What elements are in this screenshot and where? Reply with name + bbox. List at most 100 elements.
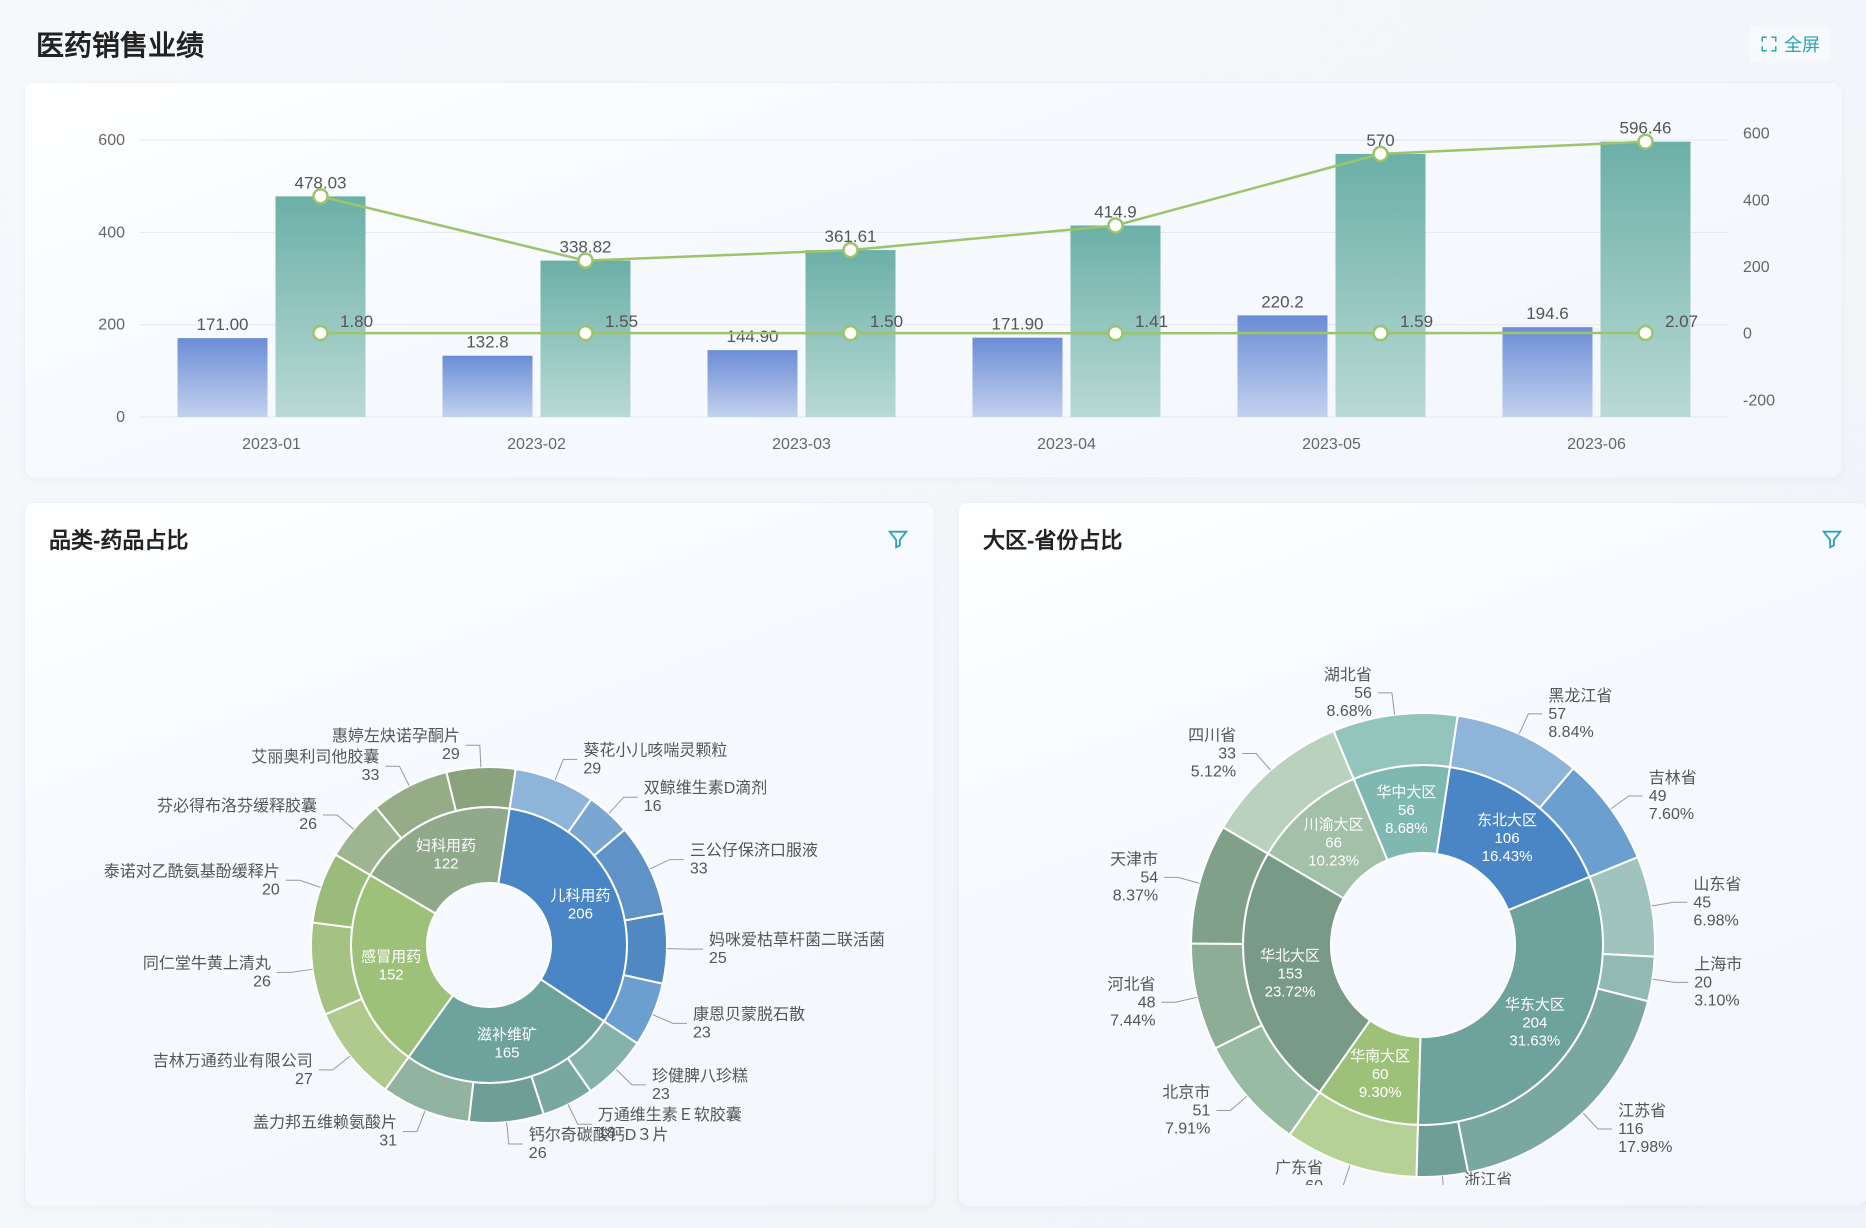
svg-text:26: 26 [253, 973, 271, 990]
svg-text:北京市: 北京市 [1162, 1084, 1210, 1102]
svg-text:220.2: 220.2 [1261, 292, 1304, 311]
svg-text:同仁堂牛黄上清丸: 同仁堂牛黄上清丸 [143, 954, 271, 972]
svg-text:132.8: 132.8 [466, 333, 509, 352]
category-donut-chart: 儿科用药206滋补维矿165感冒用药152妇科用药122葵花小儿咳喘灵颗粒29双… [49, 565, 909, 1165]
svg-text:48: 48 [1138, 994, 1156, 1011]
filter-icon[interactable] [1821, 528, 1843, 550]
svg-text:妇科用药: 妇科用药 [416, 838, 476, 855]
svg-text:1.55: 1.55 [605, 312, 638, 331]
svg-text:2023-04: 2023-04 [1037, 436, 1096, 453]
svg-text:万通维生素Ｅ软胶囊: 万通维生素Ｅ软胶囊 [598, 1106, 742, 1124]
svg-text:51: 51 [1193, 1103, 1211, 1120]
svg-text:49: 49 [1649, 788, 1667, 805]
svg-text:27: 27 [295, 1071, 313, 1088]
svg-text:双鲸维生素D滴剂: 双鲸维生素D滴剂 [644, 779, 768, 797]
svg-text:1.80: 1.80 [340, 312, 373, 331]
svg-text:33: 33 [1218, 746, 1236, 763]
svg-text:8.84%: 8.84% [1548, 724, 1593, 741]
svg-text:29: 29 [442, 746, 460, 763]
svg-text:56: 56 [1354, 685, 1372, 702]
svg-text:0: 0 [116, 409, 125, 426]
svg-text:天津市: 天津市 [1110, 850, 1158, 868]
svg-text:122: 122 [434, 856, 459, 873]
svg-text:171.90: 171.90 [992, 315, 1044, 334]
svg-text:57: 57 [1548, 706, 1566, 723]
svg-text:23: 23 [693, 1024, 711, 1041]
svg-text:26: 26 [299, 816, 317, 833]
svg-text:16: 16 [644, 798, 662, 815]
svg-text:河北省: 河北省 [1108, 975, 1156, 993]
region-donut-card: 大区-省份占比 东北大区10616.43%华东大区20431.63%华南大区60… [958, 502, 1866, 1206]
svg-text:60: 60 [1305, 1178, 1323, 1185]
svg-text:东北大区: 东北大区 [1477, 812, 1537, 829]
svg-text:7.44%: 7.44% [1110, 1012, 1155, 1029]
svg-text:珍健脾八珍糕: 珍健脾八珍糕 [652, 1067, 748, 1085]
svg-text:165: 165 [495, 1044, 520, 1061]
svg-text:2023-03: 2023-03 [772, 436, 831, 453]
svg-text:0: 0 [1743, 326, 1752, 343]
svg-text:116: 116 [1618, 1121, 1644, 1138]
svg-text:171.00: 171.00 [197, 315, 249, 334]
svg-text:2023-01: 2023-01 [242, 436, 301, 453]
svg-text:1.59: 1.59 [1400, 312, 1433, 331]
svg-text:144.90: 144.90 [727, 327, 779, 346]
svg-text:20: 20 [1694, 974, 1712, 991]
svg-text:206: 206 [568, 905, 593, 922]
svg-text:上海市: 上海市 [1694, 955, 1742, 973]
page-title: 医药销售业绩 [36, 24, 204, 64]
svg-text:26: 26 [529, 1145, 547, 1162]
svg-text:400: 400 [1743, 192, 1770, 209]
svg-text:200: 200 [98, 317, 125, 334]
fullscreen-button[interactable]: 全屏 [1750, 25, 1830, 63]
svg-text:感冒用药: 感冒用药 [361, 949, 421, 966]
svg-text:5.12%: 5.12% [1191, 764, 1236, 781]
svg-text:54: 54 [1140, 869, 1158, 886]
svg-text:33: 33 [690, 861, 708, 878]
svg-text:三公仔保济口服液: 三公仔保济口服液 [690, 842, 818, 860]
svg-text:华中大区: 华中大区 [1376, 784, 1436, 801]
svg-text:31.63%: 31.63% [1509, 1032, 1560, 1049]
region-donut-chart: 东北大区10616.43%华东大区20431.63%华南大区609.30%华北大… [983, 565, 1843, 1185]
svg-text:1.50: 1.50 [870, 312, 903, 331]
svg-text:江苏省: 江苏省 [1618, 1102, 1666, 1120]
svg-text:29: 29 [583, 760, 601, 777]
svg-text:20: 20 [262, 881, 280, 898]
svg-text:66: 66 [1325, 834, 1342, 851]
svg-text:153: 153 [1278, 966, 1303, 983]
fullscreen-label: 全屏 [1784, 31, 1820, 57]
svg-text:葵花小儿咳喘灵颗粒: 葵花小儿咳喘灵颗粒 [583, 741, 727, 759]
svg-text:600: 600 [98, 132, 125, 149]
svg-text:106: 106 [1495, 830, 1520, 847]
svg-text:1.41: 1.41 [1135, 312, 1168, 331]
svg-text:2.07: 2.07 [1665, 312, 1698, 331]
svg-text:芬必得布洛芬缓释胶囊: 芬必得布洛芬缓释胶囊 [157, 797, 317, 815]
svg-text:600: 600 [1743, 126, 1770, 143]
svg-text:200: 200 [1743, 259, 1770, 276]
svg-text:2023-05: 2023-05 [1302, 436, 1361, 453]
svg-text:艾丽奥利司他胶囊: 艾丽奥利司他胶囊 [251, 748, 379, 766]
svg-text:妈咪爱枯草杆菌二联活菌: 妈咪爱枯草杆菌二联活菌 [709, 931, 885, 949]
svg-text:7.60%: 7.60% [1649, 806, 1694, 823]
filter-icon[interactable] [887, 528, 909, 550]
svg-text:8.68%: 8.68% [1385, 820, 1428, 837]
svg-text:浙江省: 浙江省 [1464, 1171, 1512, 1185]
svg-text:滋补维矿: 滋补维矿 [477, 1026, 537, 1043]
svg-text:惠婷左炔诺孕酮片: 惠婷左炔诺孕酮片 [332, 727, 460, 745]
svg-text:25: 25 [709, 950, 727, 967]
svg-text:152: 152 [379, 967, 404, 984]
svg-text:10.23%: 10.23% [1308, 852, 1359, 869]
svg-text:2023-02: 2023-02 [507, 436, 566, 453]
svg-text:广东省: 广东省 [1275, 1159, 1323, 1177]
svg-text:204: 204 [1522, 1014, 1547, 1031]
svg-text:16.43%: 16.43% [1482, 848, 1533, 865]
svg-text:400: 400 [98, 224, 125, 241]
svg-text:儿科用药: 儿科用药 [550, 887, 610, 904]
svg-text:7.91%: 7.91% [1165, 1121, 1210, 1138]
svg-text:吉林万通药业有限公司: 吉林万通药业有限公司 [153, 1052, 313, 1070]
category-donut-card: 品类-药品占比 儿科用药206滋补维矿165感冒用药152妇科用药122葵花小儿… [24, 502, 934, 1206]
svg-text:9.30%: 9.30% [1359, 1084, 1402, 1101]
svg-text:华东大区: 华东大区 [1505, 996, 1565, 1013]
svg-text:31: 31 [379, 1133, 397, 1150]
svg-text:黑龙江省: 黑龙江省 [1548, 687, 1612, 705]
sales-bar-line-chart: 0200400600-2000200400600171.00478.032023… [49, 97, 1819, 467]
